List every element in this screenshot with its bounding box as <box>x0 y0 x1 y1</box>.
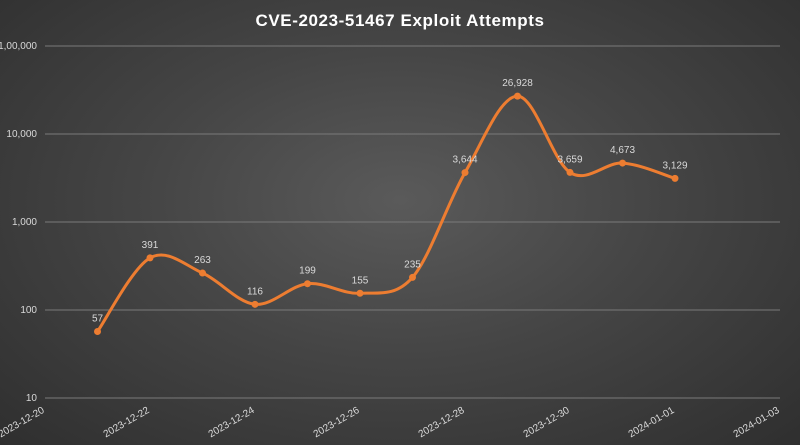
data-label: 3,129 <box>662 160 687 171</box>
data-label: 155 <box>352 275 369 286</box>
data-point <box>671 174 679 182</box>
data-label: 57 <box>92 313 104 324</box>
y-tick-label: 1,00,000 <box>0 41 37 52</box>
x-tick-label: 2023-12-30 <box>522 405 572 440</box>
data-label: 116 <box>247 286 263 297</box>
gridlines <box>45 45 780 399</box>
data-point <box>461 169 469 177</box>
data-point <box>514 92 521 100</box>
y-tick-label: 1,000 <box>12 217 37 228</box>
x-tick-label: 2024-01-03 <box>732 405 782 440</box>
data-label: 235 <box>404 259 421 270</box>
x-tick-label: 2024-01-01 <box>627 405 677 440</box>
data-label: 263 <box>194 255 211 266</box>
data-label: 199 <box>299 266 316 277</box>
data-point <box>356 289 364 297</box>
data-point <box>409 273 416 281</box>
data-point <box>146 254 154 262</box>
y-tick-label: 10,000 <box>6 129 37 140</box>
chart-title: CVE-2023-51467 Exploit Attempts <box>255 11 544 30</box>
data-point <box>619 159 626 167</box>
data-label: 391 <box>142 240 159 251</box>
data-points <box>94 92 679 335</box>
data-label: 3,659 <box>557 154 582 165</box>
x-axis-ticks: 2023-12-20 2023-12-22 2023-12-24 2023-12-26… <box>0 405 782 440</box>
x-tick-label: 2023-12-26 <box>312 405 362 440</box>
data-point <box>251 300 259 308</box>
series-line-group <box>96 94 677 333</box>
y-tick-label: 100 <box>20 305 37 316</box>
x-tick-label: 2023-12-20 <box>0 405 47 440</box>
data-label: 4,673 <box>610 145 635 156</box>
data-point <box>304 280 311 288</box>
y-tick-label: 10 <box>26 393 38 404</box>
data-point <box>566 168 574 176</box>
series-line <box>96 94 677 333</box>
data-labels: 57 391 263 116 199 155 235 3,644 26,928 3,659 4,67… <box>92 78 688 324</box>
x-tick-label: 2023-12-28 <box>417 405 467 440</box>
data-point <box>94 327 101 335</box>
x-tick-label: 2023-12-22 <box>102 405 152 440</box>
data-label: 3,644 <box>452 155 477 166</box>
y-axis-ticks: 10 100 1,000 10,000 1,00,000 <box>0 41 37 404</box>
x-tick-label: 2023-12-24 <box>207 405 257 440</box>
data-point <box>199 269 206 277</box>
data-label: 26,928 <box>502 78 533 89</box>
